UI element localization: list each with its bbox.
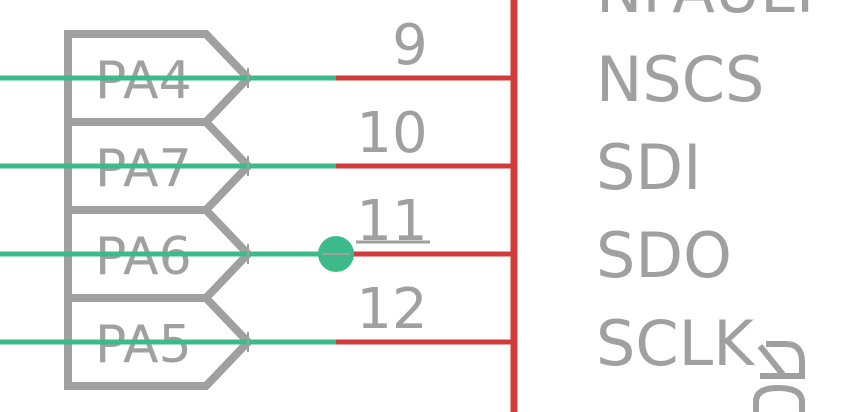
port-label-pa4: PA4 [95,51,192,111]
pin-number-11: 11 [356,189,427,254]
pin-lines [336,75,514,345]
port-label-pa5: PA5 [95,315,192,375]
clock-symbol [753,341,805,412]
pin-name-nscs: NSCS [596,43,764,116]
pin-name-sdo: SDO [596,219,732,292]
net-wires [0,75,338,345]
pin-number-9: 9 [392,13,428,78]
port-outline-pa5 [64,295,254,390]
port-label-pa6: PA6 [95,227,192,287]
clock-symbol-glyph [757,341,805,379]
pin-name-sdi: SDI [596,131,701,204]
pin-name-partial: NFAULT [596,0,825,27]
pin-number-10: 10 [356,101,427,166]
pin-number-12: 12 [356,277,427,342]
port-outline-pa4 [64,30,254,125]
port-label-pa7: PA7 [95,139,192,199]
pin-name-sclk: SCLK [596,307,755,380]
clock-symbol-glyph-lower [753,384,805,412]
